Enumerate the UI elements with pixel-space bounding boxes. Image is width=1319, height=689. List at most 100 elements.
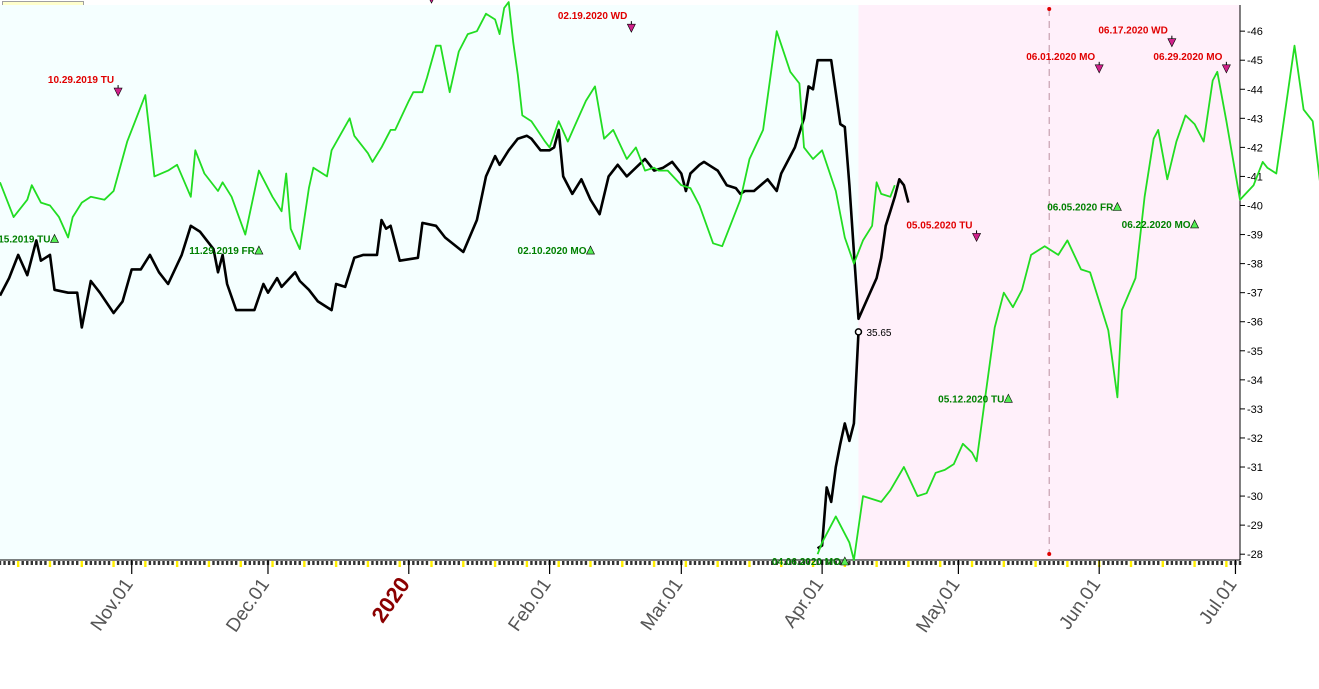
chart-background <box>0 5 1240 560</box>
x-day-tick <box>525 561 529 567</box>
last-value-dot <box>854 328 863 336</box>
y-tick-label: -31 <box>1247 462 1263 474</box>
date-marker-bottom <box>1047 552 1052 556</box>
x-day-tick <box>671 561 674 565</box>
x-day-tick <box>975 561 978 565</box>
x-day-tick <box>1084 561 1087 565</box>
history-region <box>0 5 859 560</box>
x-day-tick <box>966 561 969 565</box>
x-day-tick <box>770 561 774 565</box>
x-day-tick <box>362 561 365 565</box>
x-day-tick <box>412 561 415 565</box>
x-day-tick <box>730 561 733 565</box>
x-day-tick <box>180 561 183 565</box>
x-day-tick <box>998 561 1001 565</box>
x-tick-label: Nov.01 <box>87 575 138 635</box>
x-day-tick <box>752 561 756 565</box>
x-day-tick <box>62 561 65 565</box>
x-day-tick <box>430 561 433 567</box>
x-day-tick <box>652 561 656 567</box>
peak-marker <box>1094 64 1104 74</box>
x-day-tick <box>66 561 70 565</box>
x-day-tick <box>53 561 56 565</box>
x-day-tick <box>98 561 102 565</box>
x-day-tick <box>562 561 565 565</box>
x-day-tick <box>802 561 806 565</box>
series-forecast_recent <box>816 44 1319 561</box>
series-price_recent <box>816 331 860 550</box>
x-day-tick <box>589 561 592 567</box>
x-day-tick <box>575 561 579 565</box>
x-day-tick <box>462 561 465 567</box>
x-day-tick <box>39 561 43 565</box>
x-day-tick <box>198 561 202 565</box>
x-day-tick <box>225 561 229 565</box>
x-day-tick <box>3 561 6 565</box>
x-day-tick <box>1138 561 1142 565</box>
x-day-tick <box>1057 561 1060 565</box>
x-day-tick <box>257 561 261 565</box>
x-tick-label: Dec.01 <box>222 575 274 636</box>
x-day-tick <box>825 561 828 565</box>
x-day-tick <box>720 561 724 565</box>
x-day-tick <box>493 561 497 567</box>
trough-label: 05.12.2020 TU <box>938 394 1004 405</box>
x-day-tick <box>357 561 361 565</box>
x-day-tick <box>35 561 38 565</box>
x-day-tick <box>294 561 297 565</box>
y-tick-label: -36 <box>1247 317 1263 329</box>
x-day-tick <box>484 561 488 565</box>
x-day-tick <box>1011 561 1015 565</box>
trough-marker <box>1003 393 1013 403</box>
y-tick-label: -32 <box>1247 433 1263 445</box>
x-day-tick <box>453 561 456 565</box>
x-day-tick <box>766 561 769 565</box>
x-day-tick <box>125 561 129 565</box>
x-day-tick <box>107 561 111 565</box>
x-day-tick <box>153 561 156 565</box>
x-day-tick <box>775 561 778 565</box>
x-day-tick <box>852 561 856 565</box>
x-day-tick <box>244 561 247 565</box>
x-day-tick <box>1111 561 1115 565</box>
x-day-tick <box>334 561 338 567</box>
x-day-tick <box>139 561 143 565</box>
x-day-tick <box>1093 561 1096 565</box>
x-day-tick <box>1088 561 1092 565</box>
x-day-tick <box>1179 561 1183 565</box>
x-day-tick <box>716 561 719 567</box>
x-day-tick <box>344 561 347 565</box>
x-day-tick <box>748 561 751 567</box>
x-day-tick <box>1161 561 1164 567</box>
x-day-tick <box>466 561 470 565</box>
x-day-tick <box>870 561 874 565</box>
x-day-tick <box>675 561 678 565</box>
x-day-tick <box>761 561 765 565</box>
x-day-tick <box>1238 561 1242 565</box>
x-day-tick <box>312 561 315 565</box>
x-day-tick <box>571 561 574 565</box>
x-day-tick <box>920 561 924 565</box>
x-day-tick <box>448 561 451 565</box>
x-day-tick <box>189 561 192 565</box>
y-tick-label: -29 <box>1247 520 1263 532</box>
peak-marker <box>626 23 636 33</box>
x-day-tick <box>611 561 615 565</box>
x-day-tick <box>543 561 547 565</box>
x-day-tick <box>1107 561 1110 565</box>
x-day-tick <box>552 561 556 565</box>
x-day-tick <box>970 561 974 567</box>
x-day-tick <box>911 561 915 565</box>
x-day-tick <box>866 561 869 565</box>
x-day-tick <box>71 561 74 565</box>
y-tick-label: -42 <box>1247 142 1263 154</box>
x-day-tick <box>416 561 420 565</box>
x-day-tick <box>916 561 919 565</box>
x-day-tick <box>439 561 442 565</box>
x-day-tick <box>1129 561 1133 567</box>
x-day-tick <box>330 561 333 565</box>
x-day-tick <box>839 561 842 565</box>
trough-label: 02.10.2020 MO <box>518 246 587 257</box>
x-day-tick <box>534 561 538 565</box>
